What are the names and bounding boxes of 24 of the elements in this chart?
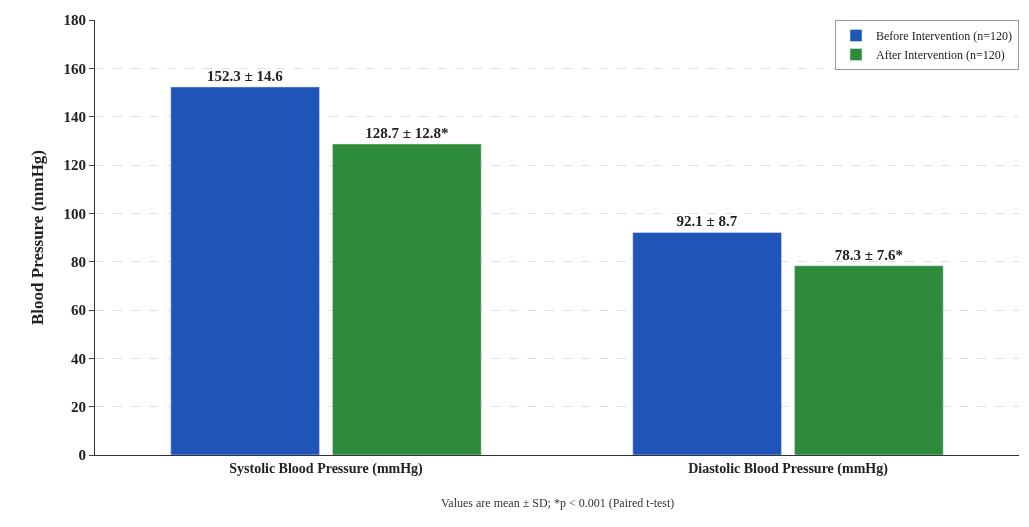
y-tick-label: 40: [71, 350, 86, 367]
x-tick-label: Systolic Blood Pressure (mmHg): [229, 460, 424, 477]
bar: [332, 143, 482, 455]
y-tick-label: 20: [71, 398, 86, 415]
data-label: 152.3 ± 14.6: [207, 67, 284, 84]
legend-label: After Intervention (n=120): [876, 48, 1005, 63]
y-axis-title: Blood Pressure (mmHg): [28, 149, 48, 326]
y-tick-label: 120: [63, 157, 86, 174]
y-tick-label: 80: [71, 253, 86, 270]
bar: [794, 265, 944, 455]
data-label: 128.7 ± 12.8*: [365, 124, 449, 141]
y-tick-label: 0: [78, 447, 86, 464]
y-tick-label: 60: [71, 302, 86, 319]
text: Values are mean ± SD; *p < 0.001 (Paired t-test): [441, 496, 675, 510]
bar: [632, 232, 782, 455]
y-tick-label: 100: [63, 205, 86, 222]
y-tick-label: 180: [63, 12, 86, 29]
bar: [170, 86, 320, 455]
y-tick-label: 160: [63, 60, 86, 77]
data-label: 78.3 ± 7.6*: [834, 246, 903, 263]
data-label: 92.1 ± 8.7: [676, 213, 738, 230]
y-tick-label: 140: [63, 108, 86, 125]
legend-label: Before Intervention (n=120): [876, 29, 1013, 44]
x-tick-label: Diastolic Blood Pressure (mmHg): [688, 460, 889, 477]
